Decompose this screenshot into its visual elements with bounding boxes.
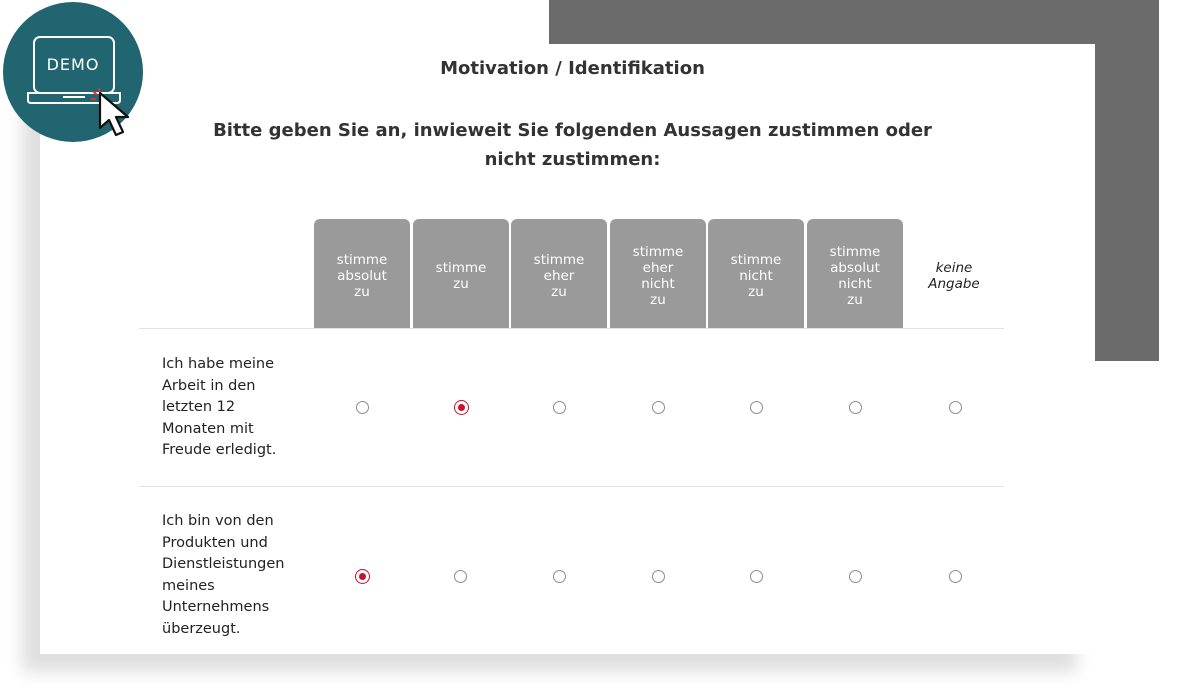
scale-header-rather-disagree: stimme eher nicht zu [610, 219, 706, 328]
statement-label: Ich bin von den Produkten und Dienstleis… [162, 513, 285, 637]
scale-header-disagree: stimme nicht zu [708, 219, 804, 328]
demo-badge: DEMO [3, 2, 143, 142]
statement-label: Ich habe meine Arbeit in den letzten 12 … [162, 356, 277, 458]
radio-row2-no-answer[interactable] [949, 570, 962, 583]
section-title: Motivation / Identifikation [440, 58, 705, 79]
question-text: Bitte geben Sie an, inwieweit Sie folgen… [213, 120, 932, 170]
radio-row2-agree[interactable] [454, 570, 467, 583]
demo-label: DEMO [46, 55, 100, 74]
radio-row1-rather-agree[interactable] [553, 401, 566, 414]
radio-row2-rather-disagree[interactable] [652, 570, 665, 583]
radio-row1-absolutely-agree[interactable] [356, 401, 369, 414]
radio-row1-no-answer[interactable] [949, 401, 962, 414]
radio-row1-rather-disagree[interactable] [652, 401, 665, 414]
row-divider [139, 486, 1004, 487]
row-divider [139, 328, 1004, 329]
radio-row1-absolutely-disagree[interactable] [849, 401, 862, 414]
radio-row2-disagree[interactable] [750, 570, 763, 583]
radio-row1-agree[interactable] [454, 400, 469, 415]
radio-row2-absolutely-disagree[interactable] [849, 570, 862, 583]
scale-header-agree: stimme zu [413, 219, 509, 328]
radio-row2-absolutely-agree[interactable] [355, 569, 370, 584]
scale-header-rather-agree: stimme eher zu [511, 219, 607, 328]
radio-row1-disagree[interactable] [750, 401, 763, 414]
cursor-icon [98, 91, 130, 137]
survey-card: Motivation / Identifikation Bitte geben … [40, 44, 1095, 654]
scale-header-absolutely-disagree: stimme absolut nicht zu [807, 219, 903, 328]
radio-row2-rather-agree[interactable] [553, 570, 566, 583]
scale-header-absolutely-agree: stimme absolut zu [314, 219, 410, 328]
scale-header-no-answer: keine Angabe [928, 259, 980, 292]
